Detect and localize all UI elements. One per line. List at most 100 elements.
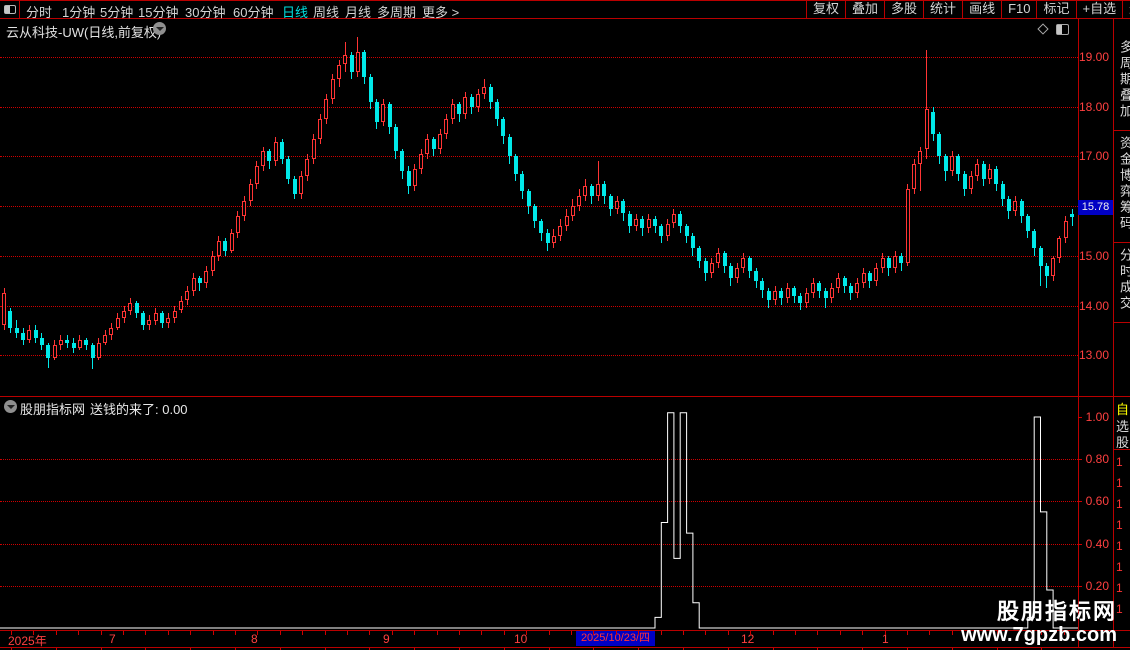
candle-body [899,255,904,264]
time-axis-tick [750,631,751,635]
period-tab-5[interactable]: 30分钟 [185,5,226,20]
period-tab-1[interactable]: 分时 [26,5,53,20]
candle-body [653,218,657,226]
candle-body [513,156,518,174]
time-axis-tick [549,631,550,635]
edge-fragment [638,648,639,650]
candle-body [912,163,917,189]
period-tab-8[interactable]: 周线 [313,5,340,20]
candle-body [109,327,114,336]
candle-body [185,290,190,301]
indicator-line [0,412,1078,629]
time-axis-tick [325,631,326,635]
split-panel-icon [4,5,16,14]
time-axis-tick [974,631,975,635]
indicator-name-value: 送钱的来了: 0.00 [90,402,188,417]
candle-body [147,320,152,326]
candle-body [539,221,544,234]
price-gridline [0,156,1078,158]
toolbar-button-3[interactable]: 多股 [884,1,923,18]
candle-body [602,183,607,197]
toolbar-button-1[interactable]: 复权 [806,1,845,18]
candle-body [1070,213,1075,218]
toolbar-button-4[interactable]: 统计 [923,1,962,18]
time-axis-tick [1041,631,1042,635]
candle-body [792,288,796,296]
toolbar-button-9[interactable]: 返回 [1122,1,1130,18]
period-tab-3[interactable]: 5分钟 [100,5,134,20]
period-tab-2[interactable]: 1分钟 [62,5,96,20]
candlestick-pane[interactable] [0,19,1078,396]
candle-body [216,240,221,256]
time-axis-tick [213,631,214,635]
candle-body [773,290,777,301]
candle-body [520,173,525,192]
time-axis-tick [481,631,482,635]
candle-body [286,158,291,179]
candle-body [570,206,575,216]
price-gridline [0,57,1078,58]
sidebar-watchlist-tab[interactable]: 自 [1116,402,1130,417]
candle-body [463,96,468,115]
candle-wick [597,161,599,202]
period-tab-11[interactable]: 更多 > [422,5,460,20]
indicator-source-label[interactable]: 股朋指标网 [20,402,86,417]
edge-fragment [504,648,505,650]
sidebar-border [1113,19,1114,647]
price-gridline [0,305,1078,307]
time-axis-label: 8 [251,632,258,646]
candle-body [299,176,303,194]
time-axis-tick [235,631,236,635]
indicator-axis-tick [1078,417,1082,418]
edge-fragment [56,648,57,650]
sidebar-tab-2[interactable]: 资金博弈筹码 [1118,136,1130,232]
sidebar-watchlist-tab[interactable]: 选 [1116,419,1130,434]
period-tab-4[interactable]: 15分钟 [138,5,179,20]
toolbar-button-8[interactable]: +自选 [1075,1,1123,18]
period-tab-7[interactable]: 日线 [282,5,309,20]
sidebar-tab-1[interactable]: 多周期叠加 [1118,40,1130,120]
time-axis-tick [728,631,729,635]
candle-body [134,303,139,313]
chevron-down-icon[interactable] [153,22,166,35]
sidebar-tab-3[interactable]: 分时成交 [1118,248,1130,312]
candle-body [1057,238,1062,259]
candle-body [381,104,386,122]
price-gridline [0,206,1078,208]
toolbar-button-6[interactable]: F10 [1001,1,1036,18]
toolbar-button-7[interactable]: 标记 [1036,1,1075,18]
toolbar-button-2[interactable]: 叠加 [845,1,884,18]
indicator-gridline [0,459,1078,461]
watermark-url: www.7gpzb.com [961,624,1117,646]
toolbar-button-5[interactable]: 画线 [962,1,1001,18]
panel-icon[interactable] [1056,24,1069,35]
time-axis-tick [369,631,370,635]
period-tab-6[interactable]: 60分钟 [233,5,274,20]
time-axis-label: 10 [514,632,528,646]
candle-body [1032,231,1037,249]
candle-body [861,273,866,284]
edge-fragment [549,648,550,650]
candle-body [337,64,341,80]
period-tab-10[interactable]: 多周期 [377,5,417,20]
candle-body [665,223,670,236]
period-tab-9[interactable]: 月线 [345,5,372,20]
indicator-pane[interactable] [0,397,1078,630]
time-axis: 2025/10/23/四 2025年 7 8 9 10 12 1 [0,630,1130,650]
time-axis-tick [817,631,818,635]
candle-body [21,332,25,341]
sidebar-watchlist-tab[interactable]: 股 [1116,435,1130,450]
candle-body [804,293,809,303]
candle-body [324,99,329,120]
sidebar-divider [1113,130,1130,131]
layout-toggle-button[interactable] [0,1,20,18]
candle-body [596,183,601,197]
divider [0,0,1130,1]
candle-body [349,54,354,72]
candle-body [355,52,360,72]
chevron-down-icon[interactable] [4,400,17,413]
candle-body [27,330,32,341]
price-gridline [0,255,1078,257]
edge-fragment [817,648,818,650]
candle-body [608,196,613,209]
